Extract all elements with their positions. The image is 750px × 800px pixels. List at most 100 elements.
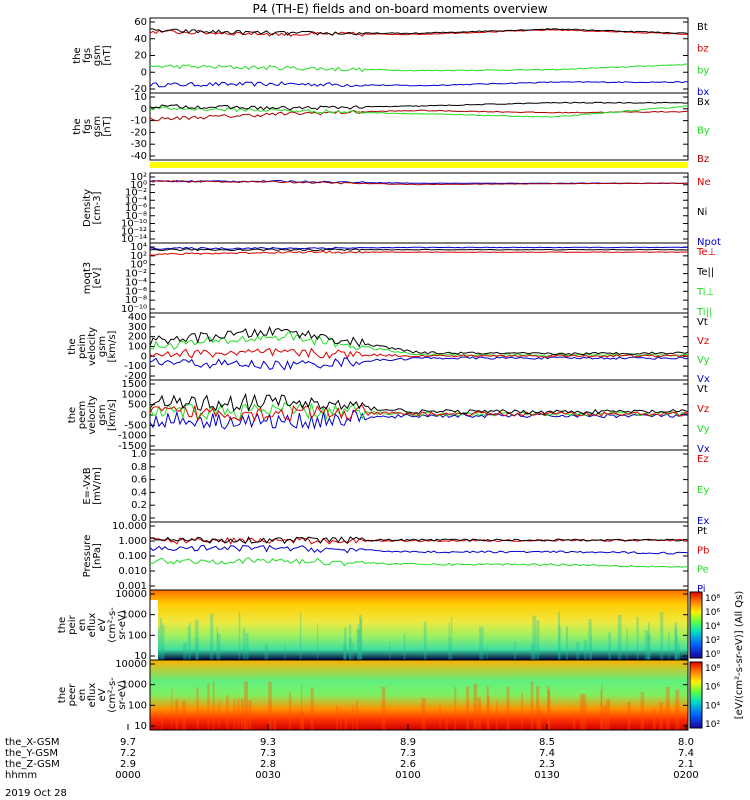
pressure-ytick-label: 10.000 [112,521,147,532]
el_spec-colorbar [689,661,703,729]
ion_spec-streak [359,614,363,660]
density-legend-Ne: Ne [697,177,711,188]
fgs_dsl-ytick-label: -20 [131,127,147,138]
el_spec-streak [421,698,426,730]
el_spec-streak [336,705,339,730]
ion_spec-streak [590,636,593,660]
efield-ytick-label: 0.0 [131,513,147,524]
ion_spec-streak [668,632,670,660]
el_spec-streak [538,709,542,730]
el_spec-streak [289,692,292,730]
ve-series-Vx [149,409,689,431]
ion_spec-ylabel-line: eflux [87,613,98,638]
ion_spec-ylabel: the peir en eflux eV (cm²-s-sr-eV) [57,607,128,643]
fgs_dsl-ytick-label: -30 [131,139,147,150]
density-series-Npot [149,179,689,185]
vi-ylabel: the peim velocity gsm [km/s] [67,327,118,366]
ion_spec-streak [161,624,165,660]
ion_spec-streak [423,621,427,660]
density-series-Ne [149,180,689,186]
density-ytick-label: 10² [130,172,147,183]
el_spec-streak [652,708,655,730]
el_spec-ytick-label: 10000 [115,659,147,670]
efield-ylabel: E=-VxB [mV/m] [82,467,103,505]
el_spec-streak [601,684,603,730]
vi-legend-Vx: Vx [697,374,710,385]
flag-bar [150,162,688,168]
el_spec-streak [237,698,240,730]
fgs_gsm-ylabel: the fgs gsm [nT] [72,45,113,66]
el_spec-streak [486,686,489,730]
el_spec-ylabel: the peer en eflux eV (cm²-s-sr-eV) [57,677,128,713]
ion_spec-streak [617,615,622,660]
temp-series-Te⊥ [149,250,688,256]
vi-ylabel-line: peim [77,334,88,359]
ion_spec-streak [217,633,221,660]
ion_spec-ylabel-line: (cm²-s- [107,607,118,643]
ion_spec-streak [674,622,677,660]
temp-ytick-label: 10⁴ [130,242,147,253]
temp-legend-Te⊥: Te⊥ [696,247,716,258]
fgs_dsl-ylabel: the fgs gsm [nT] [72,116,113,137]
efield-legend-Ez: Ez [697,454,709,465]
ion_spec-streak [644,630,649,660]
panel-fgs_dsl: 100-10-20-30-40 the fgs gsm [nT] Bx By Bz [72,92,710,165]
ion_spec-streak [530,644,534,660]
ion_spec-streak [576,641,580,660]
fgs_dsl-ytick-label: 10 [134,92,147,103]
ve-ytick-label: -1500 [118,441,147,452]
ion_spec-streak [626,628,628,660]
fgs_dsl-ylabel-line: [nT] [102,116,113,136]
vi-ytick-label: 300 [128,322,147,333]
ion_spec-ylabel-line: eV [97,618,108,631]
vi-ylabel-line: the [67,338,78,354]
el_spec-streak [196,687,199,730]
temp-legend-Ti⊥: Ti⊥ [696,287,714,298]
ion_spec-streak [648,622,650,660]
el_spec-streak [445,713,448,730]
density-ytick-label: 10⁰ [130,180,147,191]
el_spec-streak [640,692,645,730]
el_spec-streak [268,681,272,730]
vi-legend-Vt: Vt [697,317,708,328]
ve-ylabel-line: gsm [97,404,108,425]
ion_spec-streak [349,624,352,660]
fgs_dsl-ylabel-line: gsm [92,116,103,137]
el_spec-streak [218,701,220,730]
colorbar-units-label: [eV/(cm²-s-sr-eV)] (All Qs) [734,591,745,720]
ion_spec-streak [359,619,362,660]
fgs_dsl-ytick-label: -40 [131,151,147,162]
el_spec-streak [171,688,173,730]
pressure-legend-Pe: Pe [697,565,709,576]
pressure-ytick-label: 0.100 [118,551,147,562]
el_spec-ylabel-line: eV [97,688,108,701]
fgs_gsm-ytick-label: 60 [134,17,147,28]
el_spec-streak [675,689,680,730]
el_spec-streak [248,700,252,730]
ion_spec-streak [343,644,347,660]
ion_spec-colorbar-tick: 10⁰ [705,650,720,660]
el_spec-streak [473,683,478,730]
ion_spec-streak [284,642,286,660]
ion_spec-streak [343,627,347,660]
ion_spec-streak [189,622,191,660]
vi-ylabel-line: velocity [87,327,98,366]
ion_spec-streak [677,644,680,660]
el_spec-streak [352,705,354,730]
ion_spec-streak [608,632,611,660]
pressure-legend-Pi: Pi [697,584,706,595]
xaxis-row-label: hhmm [5,770,37,781]
ve-ylabel-line: peem [77,401,88,429]
ion_spec-streak [674,627,677,660]
el_spec-streak [182,700,186,730]
el_spec-streak [496,701,498,730]
ion_spec-streak [238,612,241,660]
el_spec-streak [606,699,610,730]
fgs_dsl-ytick-label: 0 [141,104,147,115]
ion_spec-streak [403,633,406,660]
ion_spec-streak [349,637,352,660]
el_spec-colorbar-tick: 10² [705,720,720,730]
el_spec-streak [627,702,631,730]
el_spec-streak [454,687,457,730]
